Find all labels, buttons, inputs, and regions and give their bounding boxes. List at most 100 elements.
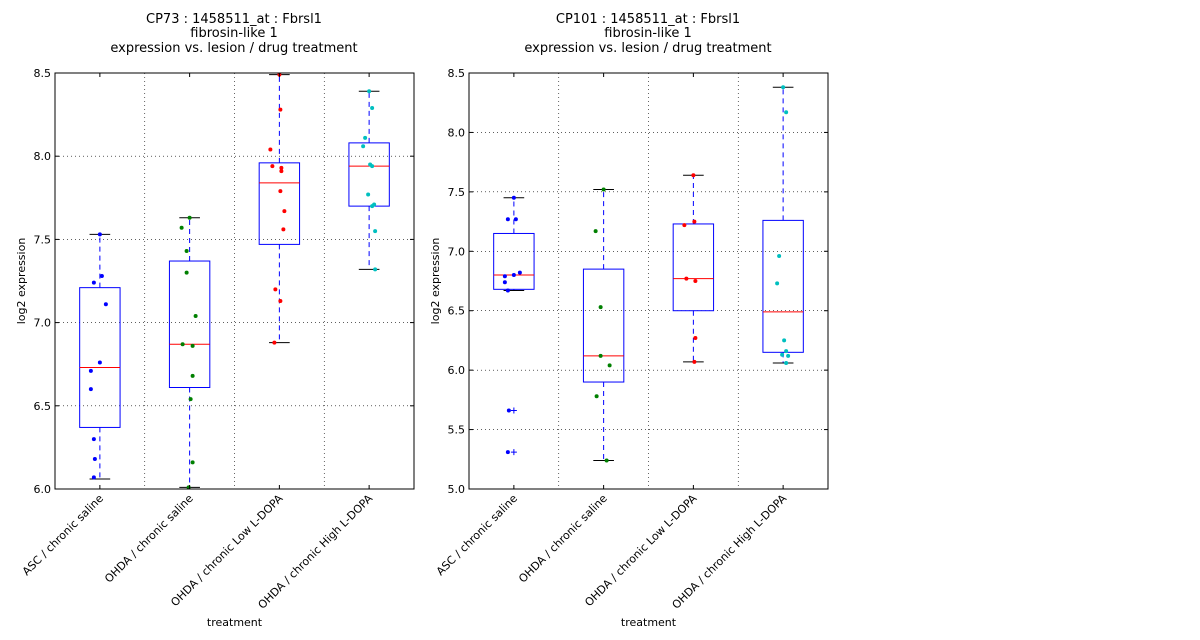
data-point (502, 274, 507, 279)
box-plots (493, 86, 804, 461)
data-point (92, 457, 97, 462)
grid-lines (469, 73, 828, 489)
data-point (103, 302, 108, 307)
y-tick-label: 8.0 (34, 150, 52, 163)
data-point (188, 397, 193, 402)
chart-title-line-2: fibrosin-like 1 (190, 26, 277, 41)
data-point (91, 437, 96, 442)
data-point (268, 147, 273, 152)
data-point (786, 353, 791, 358)
data-point (190, 460, 195, 465)
box-iqr (582, 268, 625, 383)
y-axis-label: log2 expression (15, 238, 28, 325)
data-point (684, 276, 689, 281)
y-tick-label: 8.0 (448, 126, 466, 139)
y-tick-label: 6.0 (448, 364, 466, 377)
box-iqr (79, 287, 121, 428)
data-points (502, 85, 791, 463)
data-point (511, 195, 516, 200)
outlier-marker (510, 449, 517, 456)
data-point (278, 189, 283, 194)
data-point (594, 394, 599, 399)
data-point (505, 288, 510, 293)
data-point (782, 338, 787, 343)
data-point (272, 340, 277, 345)
data-point (99, 274, 104, 279)
data-point (693, 279, 698, 283)
x-axis-label: treatment (207, 616, 263, 629)
data-point (692, 359, 697, 364)
data-point (370, 204, 375, 209)
box-iqr (168, 260, 211, 388)
data-point (692, 219, 697, 224)
x-tick-label: OHDA / chronic saline (516, 492, 610, 586)
chart-title-line-1: CP101 : 1458511_at : Fbrsl1 (556, 12, 740, 27)
box-iqr (493, 232, 535, 290)
data-point (367, 89, 372, 94)
data-point (279, 165, 284, 170)
data-point (682, 223, 687, 228)
data-point (273, 287, 278, 292)
y-tick-label: 6.0 (34, 483, 52, 496)
data-point (784, 349, 789, 354)
plot-frame (468, 72, 829, 490)
x-tick-label: ASC / chronic saline (434, 492, 520, 578)
x-tick-label: OHDA / chronic saline (102, 492, 196, 586)
data-point (513, 217, 518, 222)
data-point (517, 270, 522, 275)
data-point (270, 164, 275, 169)
data-point (505, 450, 510, 455)
grid-lines (55, 73, 414, 489)
data-point (775, 281, 780, 286)
data-point (784, 110, 789, 115)
y-tick-label: 7.5 (34, 233, 52, 246)
y-tick-label: 7.0 (34, 317, 52, 330)
data-point (366, 192, 371, 197)
chart-title-line-2: fibrosin-like 1 (604, 26, 691, 41)
data-point (784, 361, 789, 366)
data-point (511, 273, 516, 278)
data-point (97, 360, 102, 365)
box-iqr (348, 142, 390, 207)
y-tick-label: 8.5 (448, 67, 466, 80)
data-point (373, 229, 378, 234)
data-point (281, 227, 286, 232)
data-point (373, 267, 378, 272)
data-point (88, 387, 93, 392)
data-point (598, 305, 603, 310)
chart-title-line-3: expression vs. lesion / drug treatment (524, 41, 771, 56)
data-point (363, 135, 368, 140)
data-point (598, 353, 603, 358)
y-axis-label: log2 expression (429, 238, 442, 325)
y-axis-ticks: 6.0 6.5 7.0 7.5 8.0 8.5 (34, 67, 414, 496)
y-tick-label: 8.5 (34, 67, 52, 80)
chart-panel-cp101: CP101 : 1458511_at : Fbrsl1 fibrosin-lik… (429, 12, 829, 629)
data-point (190, 373, 195, 378)
data-point (502, 280, 507, 285)
data-point (97, 232, 102, 237)
data-point (601, 187, 606, 192)
box-iqr (258, 162, 301, 245)
data-point (193, 313, 198, 318)
data-point (370, 164, 375, 169)
data-point (184, 249, 189, 254)
data-point (279, 169, 284, 174)
chart-panel-cp73: CP73 : 1458511_at : Fbrsl1 fibrosin-like… (15, 12, 415, 629)
y-tick-label: 5.5 (448, 424, 466, 437)
data-points (88, 72, 378, 490)
data-point (781, 85, 786, 90)
y-tick-label: 5.0 (448, 483, 466, 496)
data-point (370, 105, 375, 110)
y-axis-ticks: 5.0 5.5 6.0 6.5 7.0 7.5 8.0 8.5 (448, 67, 828, 496)
data-point (693, 336, 698, 341)
data-point (180, 342, 185, 347)
chart-title-line-1: CP73 : 1458511_at : Fbrsl1 (146, 12, 322, 27)
data-point (604, 458, 609, 463)
data-point (593, 229, 598, 234)
box-iqr (762, 219, 804, 353)
data-point (184, 270, 189, 275)
y-tick-label: 7.0 (448, 245, 466, 258)
